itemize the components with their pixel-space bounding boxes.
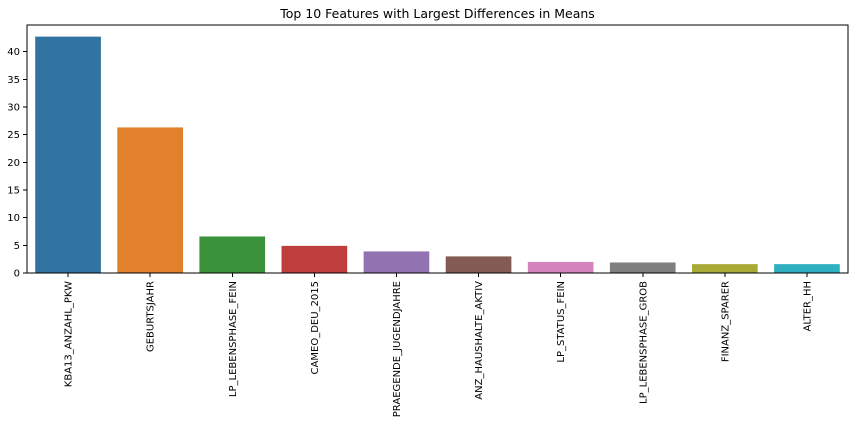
y-tick-label: 0: [14, 269, 20, 280]
y-tick-label: 35: [7, 75, 20, 86]
x-tick-label: FINANZ_SPARER: [720, 281, 731, 362]
x-tick-label: ANZ_HAUSHALTE_AKTIV: [474, 281, 485, 400]
bar-geburtsjahr: [117, 127, 183, 273]
x-axis: KBA13_ANZAHL_PKW GEBURTSJAHR LP_LEBENSPHAS…: [64, 273, 813, 417]
y-tick-label: 25: [7, 130, 20, 141]
x-tick-label: ALTER_HH: [802, 281, 813, 331]
bar-praegende-jugendjahre: [363, 251, 430, 273]
bar-alter-hh: [774, 264, 840, 273]
x-tick-label: KBA13_ANZAHL_PKW: [64, 281, 75, 387]
bar-lp-status-fein: [527, 261, 594, 273]
y-tick-label: 40: [7, 47, 20, 58]
x-tick-label: PRAEGENDE_JUGENDJAHRE: [392, 281, 403, 417]
bar-kba13-anzahl-pkw: [35, 36, 101, 274]
x-tick-label: GEBURTSJAHR: [146, 281, 157, 352]
x-tick-label: LP_LEBENSPHASE_FEIN: [228, 281, 239, 397]
bars-group: [35, 36, 840, 274]
bar-anz-haushalte-aktiv: [445, 256, 512, 273]
x-tick-label: LP_STATUS_FEIN: [556, 281, 567, 363]
y-tick-label: 10: [7, 213, 20, 224]
axes-frame: [26, 24, 849, 274]
y-tick-label: 20: [7, 158, 20, 169]
x-tick-label: LP_LEBENSPHASE_GROB: [638, 281, 649, 404]
y-tick-label: 30: [7, 102, 20, 113]
bar-cameo-deu-2015: [281, 245, 348, 274]
x-tick-label: CAMEO_DEU_2015: [310, 281, 321, 374]
bar-finanz-sparer: [692, 264, 758, 273]
y-tick-label: 5: [14, 241, 20, 252]
plot-frame: [26, 24, 849, 274]
y-axis: 0 5 10 15 20 25 30 35 40: [7, 47, 27, 280]
bar-lp-lebensphase-fein: [199, 236, 266, 273]
y-tick-label: 15: [7, 185, 20, 196]
bar-lp-lebensphase-grob: [609, 262, 676, 273]
chart-title: Top 10 Features with Largest Differences…: [279, 6, 595, 21]
